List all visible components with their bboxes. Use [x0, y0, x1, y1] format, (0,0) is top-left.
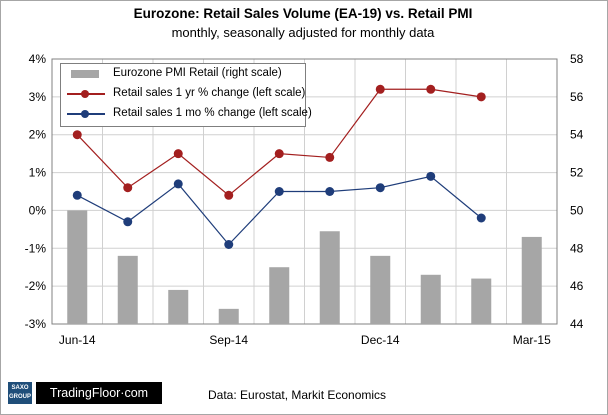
x-axis-tick-label: Dec-14 — [361, 333, 400, 347]
x-axis-tick-label: Mar-15 — [513, 333, 551, 347]
point-1yr — [224, 190, 234, 200]
bar-pmi — [218, 308, 239, 324]
saxo-logo-line-2: GROUP — [8, 394, 31, 400]
chart-subtitle: monthly, seasonally adjusted for monthly… — [171, 25, 435, 40]
point-1yr — [274, 149, 284, 159]
right-axis-tick-label: 54 — [570, 128, 584, 142]
left-axis-tick-label: 3% — [29, 90, 47, 104]
left-axis-tick-label: 0% — [29, 203, 47, 217]
point-1yr — [72, 130, 82, 140]
x-axis-tick-label: Jun-14 — [59, 333, 96, 347]
bar-pmi — [117, 255, 138, 324]
legend-item-1yr: Retail sales 1 yr % change (left scale) — [61, 84, 305, 104]
left-axis-tick-label: 2% — [29, 128, 47, 142]
legend-label-pmi: Eurozone PMI Retail (right scale) — [113, 67, 282, 79]
legend-label-1yr: Retail sales 1 yr % change (left scale) — [113, 87, 306, 99]
legend-swatch-pmi — [71, 70, 99, 78]
right-axis-tick-label: 56 — [570, 90, 584, 104]
point-1mo — [123, 217, 133, 227]
x-axis-tick-label: Sep-14 — [209, 333, 248, 347]
bar-pmi — [370, 255, 391, 324]
point-1yr — [476, 92, 486, 102]
point-1mo — [224, 240, 234, 249]
saxo-group-logo: SAXO GROUP — [8, 382, 32, 404]
right-axis-tick-label: 58 — [570, 52, 584, 66]
chart-legend: Eurozone PMI Retail (right scale) Retail… — [60, 63, 312, 127]
point-1mo — [375, 183, 385, 193]
legend-item-pmi: Eurozone PMI Retail (right scale) — [61, 64, 305, 84]
bar-pmi — [319, 231, 340, 324]
point-1yr — [325, 152, 335, 162]
tradingfloor-logo-text: TradingFloor·com — [36, 382, 162, 404]
bar-pmi — [521, 236, 542, 324]
chart-title: Eurozone: Retail Sales Volume (EA-19) vs… — [133, 6, 473, 21]
point-1mo — [173, 179, 183, 189]
point-1mo — [476, 213, 486, 223]
left-axis-tick-label: -1% — [25, 241, 47, 255]
bar-pmi — [67, 210, 88, 324]
bar-pmi — [269, 267, 290, 324]
point-1mo — [426, 171, 436, 181]
right-axis-tick-label: 48 — [570, 241, 584, 255]
point-1mo — [325, 187, 335, 196]
legend-swatch-dot-1yr — [81, 90, 89, 98]
right-axis-tick-label: 46 — [570, 279, 584, 293]
left-axis-tick-label: -2% — [25, 279, 47, 293]
bar-pmi — [471, 278, 492, 324]
bar-pmi — [420, 274, 441, 324]
point-1yr — [375, 84, 385, 94]
right-axis-tick-label: 50 — [570, 203, 584, 217]
saxo-logo-line-1: SAXO — [11, 385, 29, 391]
plot-border — [51, 58, 558, 325]
left-axis-tick-label: -3% — [25, 317, 47, 331]
source-note: Data: Eurostat, Markit Economics — [208, 388, 387, 402]
point-1yr — [123, 183, 133, 193]
left-axis-tick-label: 4% — [29, 52, 47, 66]
point-1yr — [426, 84, 436, 94]
legend-label-1mo: Retail sales 1 mo % change (left scale) — [113, 107, 312, 119]
bar-pmi — [168, 289, 189, 324]
right-axis-tick-label: 44 — [570, 317, 584, 331]
point-1mo — [72, 190, 82, 200]
left-axis-tick-label: 1% — [29, 166, 47, 180]
point-1mo — [274, 187, 284, 196]
legend-swatch-dot-1mo — [81, 110, 89, 118]
point-1yr — [173, 149, 183, 159]
right-axis-tick-label: 52 — [570, 166, 584, 180]
legend-item-1mo: Retail sales 1 mo % change (left scale) — [61, 104, 312, 124]
